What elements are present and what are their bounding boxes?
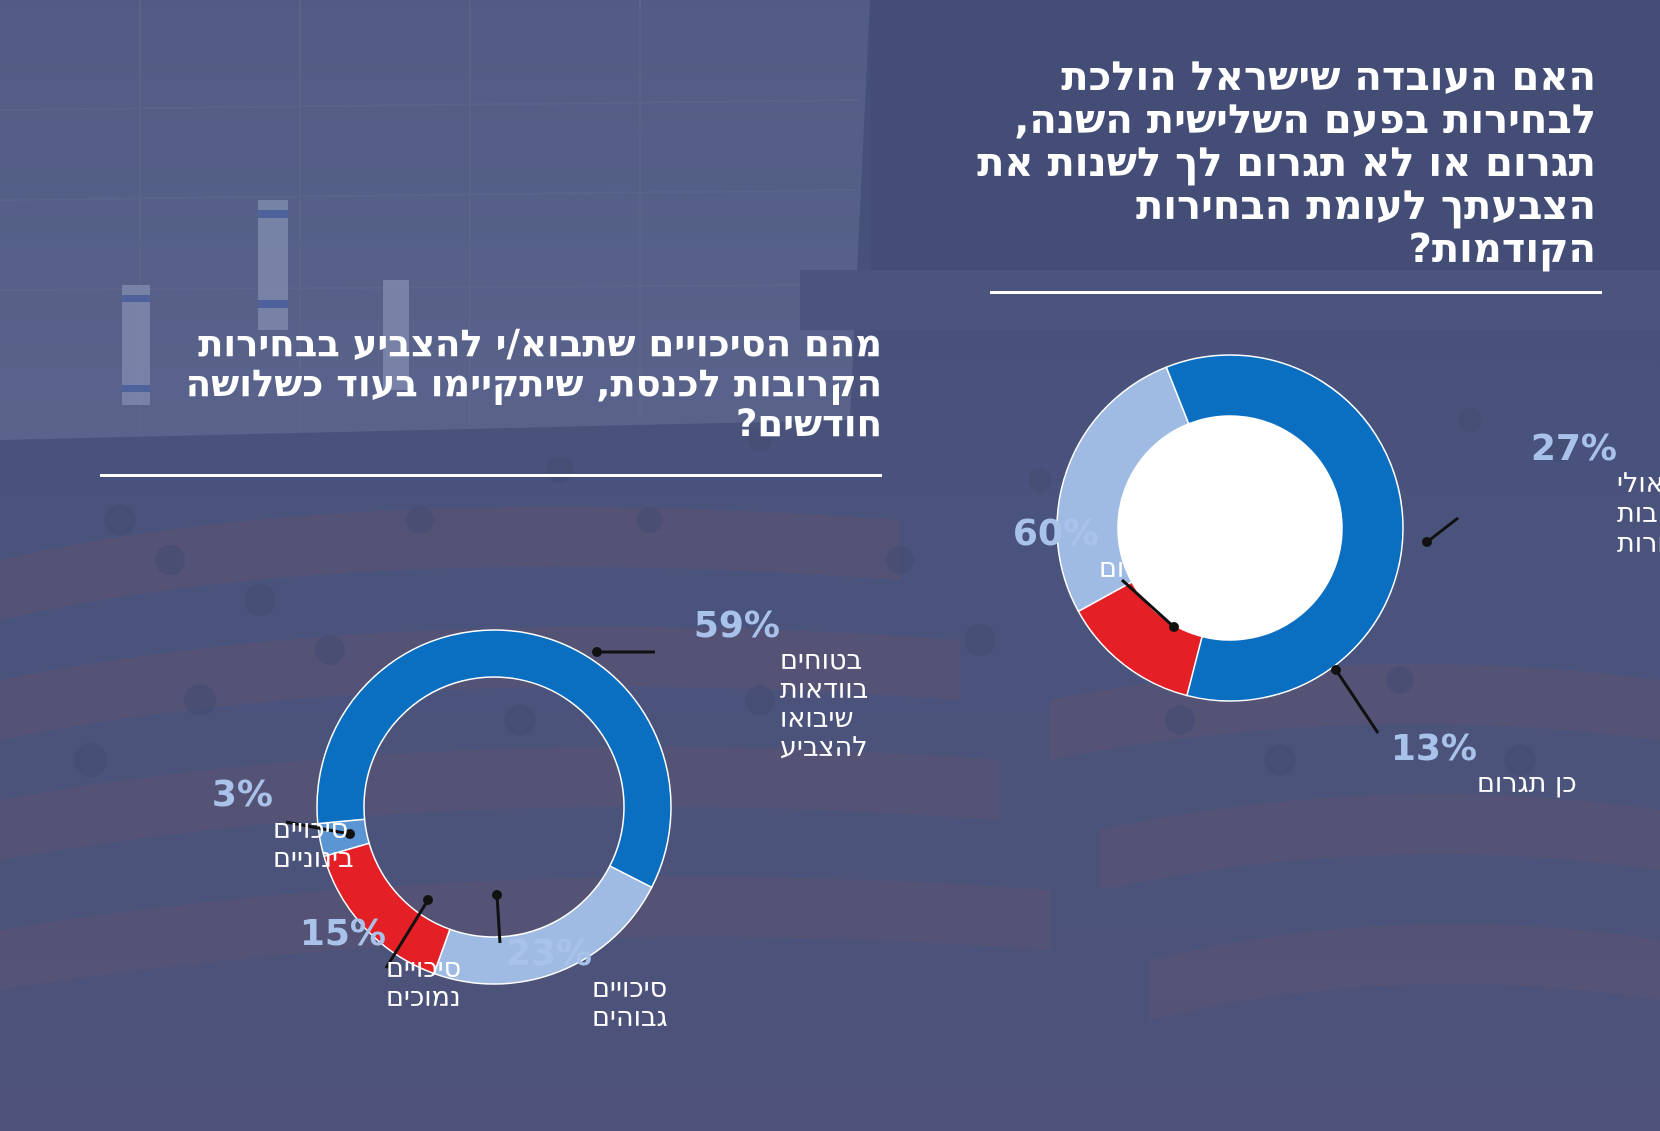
chart1-slice-1: [1165, 354, 1404, 702]
chart2-label-line-1-4: להצביע: [780, 732, 868, 763]
chart1-label-line-1-1: לא תגרום: [1099, 553, 1210, 584]
chart2-label-line-4-2: בינוניים: [273, 843, 354, 874]
chart2-slice-2: [433, 865, 653, 985]
chart2-label-line-3-1: סיכויים: [386, 953, 461, 984]
chart1-percent-2: 27%: [1531, 428, 1617, 469]
chart1-label-line-3-1: כן תגרום: [1477, 768, 1577, 799]
chart2-label-line-1-2: בוודאות: [780, 674, 868, 705]
chart1-label-line-2-3: אחרות: [1617, 528, 1660, 559]
chart1-label-line-2-1: ייתכן, אולי: [1617, 468, 1660, 499]
chart1-title: האם העובדה שישראל הולכת לבחירות בפעם השל…: [977, 54, 1596, 272]
chart2-title-rule: [100, 474, 882, 477]
chart2-leader-dot-3: [423, 895, 433, 905]
chart1-leader-dot-1: [1169, 622, 1179, 632]
chart1-percent-1: 60%: [1013, 513, 1099, 554]
chart1-leader-line-2: [1426, 516, 1459, 544]
chart2-label-line-1-3: שיבואו: [780, 703, 854, 734]
chart1-slice-label-3: 13%כן תגרום: [1391, 728, 1577, 799]
chart2-percent-3: 15%: [300, 913, 386, 954]
chart1-leader-line-3: [1334, 669, 1380, 734]
chart2-leader-line-4: [285, 820, 351, 836]
chart2-leader-dot-4: [345, 829, 355, 839]
chart1-slice-label-2: 27%ייתכן, אוליותשובותאחרות: [1531, 428, 1660, 559]
chart2-label-line-2-2: גבוהים: [592, 1002, 668, 1033]
chart2-percent-4: 3%: [212, 774, 273, 815]
chart1-leader-dot-2: [1422, 537, 1432, 547]
chart2-slice-1: [316, 629, 672, 889]
chart1-donut-hole: [1118, 416, 1342, 640]
chart1-label-line-2-2: ותשובות: [1617, 498, 1660, 529]
chart1-title-rule: [990, 291, 1602, 294]
chart2-label-line-4-1: סיכויים: [273, 814, 348, 845]
chart1-leader-line-1: [1120, 578, 1176, 629]
chart1-slice-label-1: 60%לא תגרום: [1013, 513, 1211, 584]
chart2-percent-2: 23%: [506, 933, 592, 974]
chart2-percent-1: 59%: [694, 605, 780, 646]
chart2-label-line-1-1: בטוחים: [780, 645, 862, 676]
donut-chart-1: 60%לא תגרום 27%ייתכן, אוליותשובותאחרות 13%…: [1013, 354, 1660, 799]
chart2-leader-line-3: [384, 899, 430, 969]
chart2-label-line-2-1: סיכויים: [592, 973, 667, 1004]
chart2-leader-dot-1: [592, 647, 602, 657]
chart1-percent-3: 13%: [1391, 728, 1477, 769]
chart2-title: מהם הסיכויים שתבוא/י להצביע בבחירות הקרו…: [185, 322, 882, 445]
chart2-leader-dot-2: [492, 890, 502, 900]
chart1-leader-dot-3: [1331, 665, 1341, 675]
donut-chart-2: 59%בטוחיםבוודאותשיבואולהצביע23%סיכוייםגב…: [212, 605, 868, 1033]
chart2-leader-line-2: [495, 894, 502, 944]
chart2-label-line-3-2: נמוכים: [386, 982, 461, 1013]
